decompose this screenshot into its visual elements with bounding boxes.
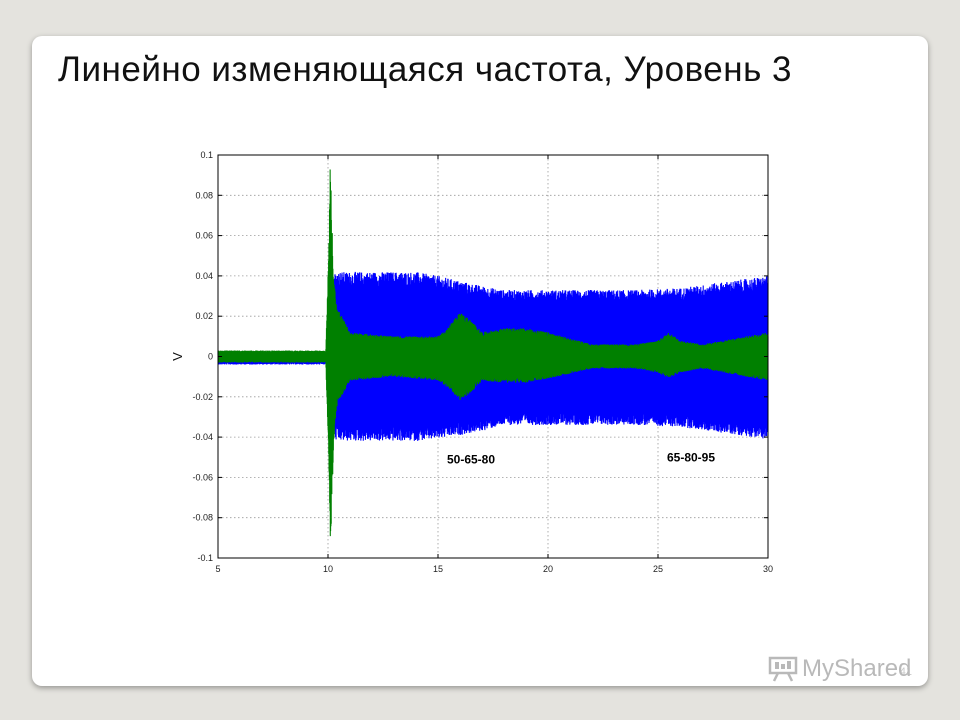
presentation-icon [768, 656, 798, 682]
y-tick-label: 0.08 [195, 190, 213, 200]
x-tick-label: 30 [763, 564, 773, 574]
chart-annotation: 65-80-95 [667, 450, 715, 464]
watermark-text: MyShared [802, 655, 912, 682]
watermark: MyShared [768, 655, 911, 683]
y-tick-label: -0.08 [192, 513, 213, 523]
chart-annotation: 50-65-80 [447, 452, 495, 466]
y-axis-label: V [170, 352, 185, 361]
x-tick-label: 25 [653, 564, 663, 574]
slide-title: Линейно изменяющаяся частота, Уровень 3 [58, 50, 793, 89]
y-tick-label: -0.04 [192, 432, 213, 442]
y-tick-label: -0.1 [197, 553, 213, 563]
x-tick-label: 5 [215, 564, 220, 574]
x-axis: 5 10 15 20 25 30 [215, 155, 773, 574]
y-tick-label: 0 [208, 352, 213, 362]
series-line-2 [217, 169, 769, 537]
y-tick-label: 0.04 [195, 271, 213, 281]
x-tick-label: 15 [433, 564, 443, 574]
x-tick-label: 20 [543, 564, 553, 574]
y-tick-label: 0.02 [195, 311, 213, 321]
y-tick-label: -0.06 [192, 472, 213, 482]
y-tick-label: -0.02 [192, 392, 213, 402]
y-axis: 0.1 0.08 0.06 0.04 0.02 0 -0.02 -0.04 -0.06 -0.08… [192, 150, 768, 563]
series-layer [217, 169, 769, 537]
y-tick-label: 0.1 [200, 150, 213, 160]
y-tick-label: 0.06 [195, 231, 213, 241]
annotations: 50-65-80 65-80-95 [447, 450, 715, 466]
page-number: 41 [899, 666, 912, 678]
x-tick-label: 10 [323, 564, 333, 574]
